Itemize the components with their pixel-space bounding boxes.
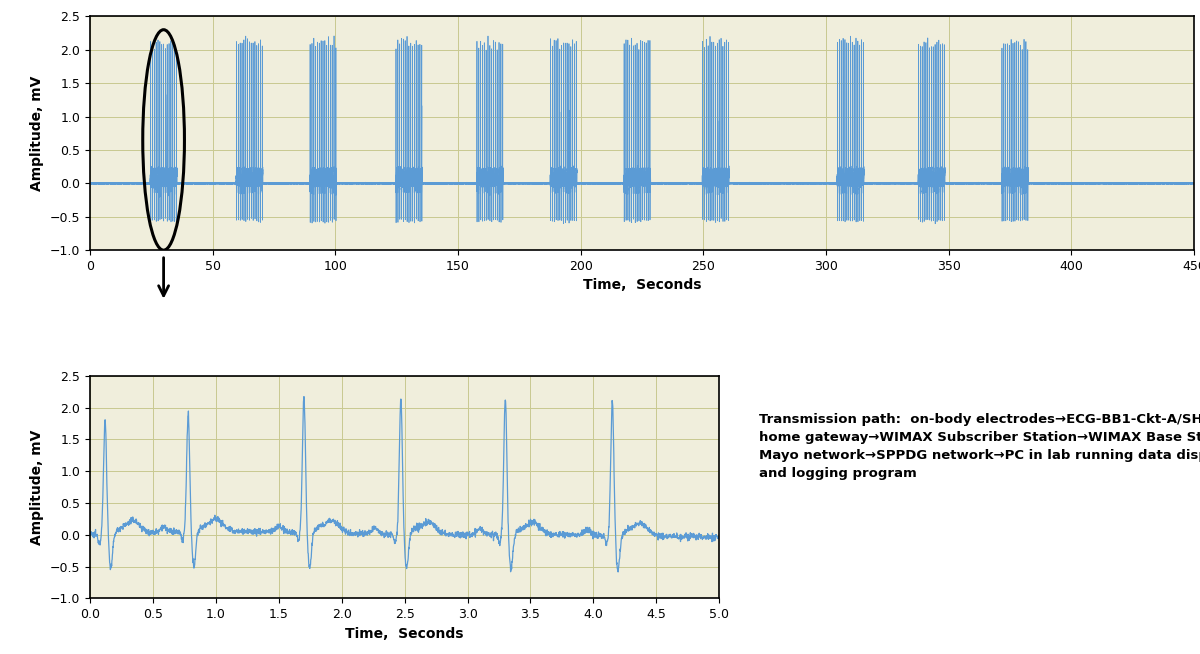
X-axis label: Time,  Seconds: Time, Seconds [346,627,464,641]
X-axis label: Time,  Seconds: Time, Seconds [583,279,701,292]
Text: Transmission path:  on-body electrodes→ECG-BB1-Ckt-A/SH-BP-2→
home gateway→WIMAX: Transmission path: on-body electrodes→EC… [760,413,1200,481]
Y-axis label: Amplitude, mV: Amplitude, mV [30,76,44,191]
Y-axis label: Amplitude, mV: Amplitude, mV [30,430,44,545]
